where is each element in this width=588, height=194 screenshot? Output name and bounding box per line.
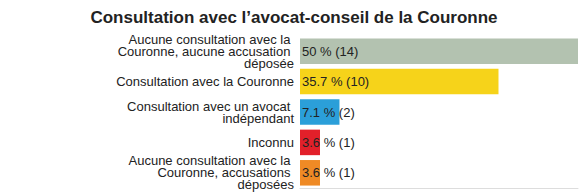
- svg-text:35.7 % (10): 35.7 % (10): [302, 74, 369, 89]
- svg-text:déposée: déposée: [244, 56, 294, 71]
- svg-text:Couronne, aucune accusation: Couronne, aucune accusation: [117, 43, 294, 59]
- svg-text:Couronne, accusations: Couronne, accusations: [157, 165, 294, 181]
- svg-text:Consultation avec la Couronne: Consultation avec la Couronne: [116, 74, 294, 89]
- svg-text:Inconnu: Inconnu: [248, 135, 294, 150]
- svg-text:50 % (14): 50 % (14): [302, 44, 358, 59]
- svg-text:Aucune consultation avec la: Aucune consultation avec la: [128, 153, 294, 169]
- svg-text:indépendant: indépendant: [222, 111, 294, 126]
- svg-text:7.1 % (2): 7.1 % (2): [302, 105, 355, 120]
- svg-text:déposées: déposées: [238, 177, 295, 192]
- svg-text:3.6 % (1): 3.6 % (1): [302, 135, 355, 150]
- svg-text:Aucune consultation avec la: Aucune consultation avec la: [128, 31, 294, 47]
- svg-text:3.6 % (1): 3.6 % (1): [302, 165, 355, 180]
- svg-text:Consultation avec un avocat: Consultation avec un avocat: [127, 98, 294, 114]
- svg-text:Consultation avec l’avocat-con: Consultation avec l’avocat-conseil de la…: [90, 8, 497, 27]
